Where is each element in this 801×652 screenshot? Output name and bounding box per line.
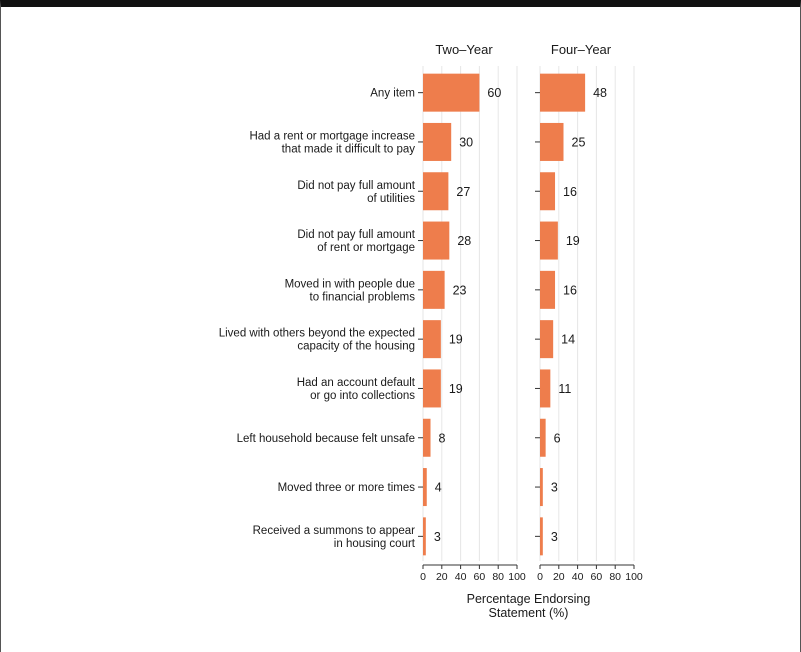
category-label: Did not pay full amount [297, 180, 415, 192]
x-tick-label: 100 [508, 571, 526, 583]
x-tick-label: 80 [492, 571, 504, 583]
value-label: 30 [459, 135, 473, 149]
x-tick-label: 60 [474, 571, 486, 583]
category-label: capacity of the housing [297, 341, 415, 353]
category-label: Left household because felt unsafe [237, 433, 415, 445]
bar [423, 122, 452, 161]
bar [540, 369, 551, 408]
x-tick-label: 0 [537, 571, 543, 583]
bar [540, 468, 543, 507]
value-label: 16 [563, 283, 577, 297]
category-label: of utilities [367, 193, 415, 205]
bar [540, 418, 546, 457]
value-label: 4 [435, 481, 442, 495]
category-label: Did not pay full amount [297, 229, 415, 241]
category-label: of rent or mortgage [317, 242, 415, 254]
category-label: in housing court [334, 538, 416, 550]
x-axis-title: Statement (%) [489, 606, 569, 620]
x-tick-label: 40 [572, 571, 584, 583]
value-label: 60 [487, 86, 501, 100]
bar [540, 320, 554, 359]
x-tick-label: 40 [455, 571, 467, 583]
value-label: 3 [551, 481, 558, 495]
value-label: 16 [563, 185, 577, 199]
bar [540, 73, 586, 112]
bar [423, 418, 431, 457]
x-tick-label: 0 [420, 571, 426, 583]
category-label: Had an account default [297, 377, 416, 389]
x-tick-label: 20 [553, 571, 565, 583]
bar [540, 172, 556, 211]
x-axis-title: Percentage Endorsing [467, 592, 591, 606]
bar [423, 468, 427, 507]
category-label: or go into collections [310, 390, 415, 402]
value-label: 3 [434, 530, 441, 544]
bar [423, 517, 426, 556]
panel-title-1: Two–Year [435, 42, 493, 57]
category-label: to financial problems [310, 291, 416, 303]
value-label: 19 [566, 234, 580, 248]
bar [540, 122, 564, 161]
value-label: 48 [593, 86, 607, 100]
bar [423, 270, 445, 309]
bar [540, 221, 558, 260]
category-label: Moved three or more times [278, 482, 416, 494]
x-tick-label: 60 [591, 571, 603, 583]
value-label: 19 [449, 333, 463, 347]
value-label: 3 [551, 530, 558, 544]
value-label: 27 [456, 185, 470, 199]
value-label: 6 [554, 431, 561, 445]
value-label: 28 [457, 234, 471, 248]
category-label: Any item [370, 88, 415, 100]
value-label: 25 [572, 135, 586, 149]
category-label: Had a rent or mortgage increase [249, 130, 415, 142]
value-label: 19 [449, 382, 463, 396]
value-label: 23 [453, 283, 467, 297]
category-label: Lived with others beyond the expected [219, 328, 415, 340]
x-tick-label: 20 [436, 571, 448, 583]
x-tick-label: 100 [625, 571, 643, 583]
bar [423, 172, 449, 211]
category-label: Moved in with people due [285, 278, 415, 290]
bar [540, 517, 543, 556]
bar [423, 73, 480, 112]
value-label: 11 [558, 382, 571, 396]
bar [423, 221, 450, 260]
x-tick-label: 80 [609, 571, 621, 583]
bar [423, 320, 441, 359]
panel-title-2: Four–Year [551, 42, 612, 57]
category-label: Received a summons to appear [253, 525, 416, 537]
bar [423, 369, 441, 408]
category-label: that made it difficult to pay [282, 143, 416, 155]
value-label: 14 [561, 333, 575, 347]
value-label: 8 [439, 431, 446, 445]
bar [540, 270, 556, 309]
